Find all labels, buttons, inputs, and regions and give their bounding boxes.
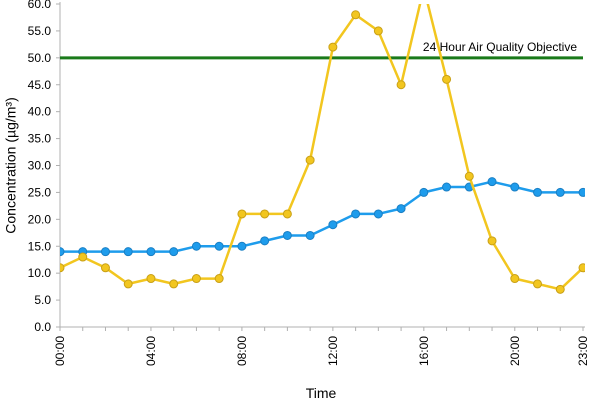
data-point: [237, 241, 247, 251]
y-tick-label: 30.0: [28, 159, 52, 173]
y-tick-label: 60.0: [28, 0, 52, 11]
data-point: [305, 155, 315, 165]
data-point: [533, 279, 543, 289]
data-point: [487, 177, 497, 187]
data-point: [214, 241, 224, 251]
data-point: [282, 230, 292, 240]
x-tick-label: 00:00: [53, 336, 67, 366]
data-point: [373, 209, 383, 219]
y-axis-ticks: 0.0 5.0 10.0 15.0 20.0 25.0 30.0 35.0 40.0 45.0 50…: [28, 0, 60, 334]
y-tick-label: 15.0: [28, 239, 52, 253]
data-point: [510, 274, 520, 284]
y-tick-label: 0.0: [34, 320, 51, 334]
y-tick-label: 10.0: [28, 266, 52, 280]
data-point: [260, 236, 270, 246]
data-point: [442, 182, 452, 192]
data-point: [123, 279, 133, 289]
data-point: [464, 171, 474, 181]
data-point: [123, 247, 133, 257]
data-point: [328, 42, 338, 52]
data-point: [396, 80, 406, 90]
data-point: [578, 263, 585, 273]
data-point: [260, 209, 270, 219]
data-point: [214, 274, 224, 284]
y-tick-label: 50.0: [28, 51, 52, 65]
data-point: [169, 279, 179, 289]
x-tick-label: 12:00: [326, 336, 340, 366]
objective-label: 24 Hour Air Quality Objective: [423, 40, 577, 54]
data-point: [146, 247, 156, 257]
y-tick-label: 5.0: [34, 293, 51, 307]
data-point: [487, 236, 497, 246]
series-line-0: [60, 180, 583, 253]
data-point: [555, 284, 565, 294]
y-tick-label: 35.0: [28, 132, 52, 146]
data-point: [396, 204, 406, 214]
plot-area: [60, 4, 585, 294]
x-tick-label: 16:00: [417, 336, 431, 366]
y-tick-label: 45.0: [28, 78, 52, 92]
data-point: [578, 187, 585, 197]
data-point: [328, 220, 338, 230]
x-tick-label: 04:00: [144, 336, 158, 366]
data-point: [169, 247, 179, 257]
y-tick-label: 20.0: [28, 212, 52, 226]
data-point: [419, 187, 429, 197]
data-point: [191, 274, 201, 284]
x-tick-label: 08:00: [235, 336, 249, 366]
x-tick-label: 20:00: [508, 336, 522, 366]
data-point: [282, 209, 292, 219]
y-tick-label: 25.0: [28, 185, 52, 199]
x-axis-ticks: 00:00 04:00 08:00 12:00 16:00 20:00 23:00: [53, 327, 590, 366]
data-point: [237, 209, 247, 219]
data-point: [305, 230, 315, 240]
data-point: [442, 74, 452, 84]
data-point: [533, 187, 543, 197]
data-point: [60, 263, 65, 273]
data-point: [100, 263, 110, 273]
data-point: [555, 187, 565, 197]
y-tick-label: 40.0: [28, 105, 52, 119]
data-point: [351, 209, 361, 219]
data-point: [373, 26, 383, 36]
data-point: [191, 241, 201, 251]
data-point: [78, 252, 88, 262]
y-axis-title: Concentration (µg/m³): [3, 97, 19, 233]
x-axis-title: Time: [306, 385, 337, 400]
x-tick-label: 23:00: [576, 336, 590, 366]
data-point: [146, 274, 156, 284]
data-point: [60, 247, 65, 257]
data-point: [100, 247, 110, 257]
y-tick-label: 55.0: [28, 24, 52, 38]
data-point: [510, 182, 520, 192]
data-point: [351, 10, 361, 20]
